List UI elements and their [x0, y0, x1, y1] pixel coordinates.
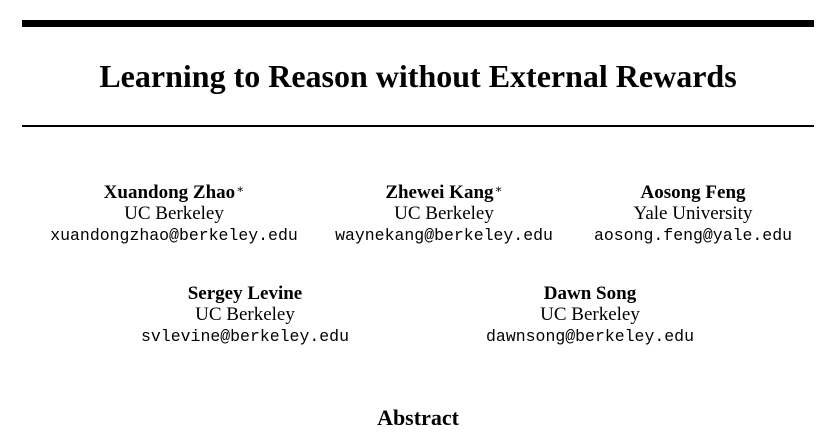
author-affiliation: UC Berkeley	[195, 304, 295, 325]
abstract-heading: Abstract	[377, 405, 459, 430]
author-name: Aosong Feng	[640, 182, 746, 203]
author-block: Dawn Song UC Berkeley dawnsong@berkeley.…	[486, 283, 694, 349]
author-email: aosong.feng@yale.edu	[593, 226, 793, 245]
author-name: Dawn Song	[543, 283, 637, 304]
author-affiliation: UC Berkeley	[540, 304, 640, 325]
author-email: svlevine@berkeley.edu	[141, 327, 349, 346]
author-name: Zhewei Kang∗	[385, 182, 503, 203]
author-block: Sergey Levine UC Berkeley svlevine@berke…	[141, 283, 349, 349]
author-email: xuandongzhao@berkeley.edu	[50, 226, 298, 245]
author-name: Sergey Levine	[187, 283, 303, 304]
equal-contribution-mark: ∗	[236, 182, 245, 196]
title-underline-rule	[22, 125, 814, 127]
top-rule	[22, 20, 814, 27]
author-affiliation: Yale University	[633, 203, 753, 224]
author-block: Zhewei Kang∗ UC Berkeley waynekang@berke…	[335, 182, 553, 248]
paper-title: Learning to Reason without External Rewa…	[99, 58, 737, 94]
author-name: Xuandong Zhao∗	[103, 182, 245, 203]
author-email: dawnsong@berkeley.edu	[486, 327, 694, 346]
author-email: waynekang@berkeley.edu	[335, 226, 553, 245]
author-affiliation: UC Berkeley	[124, 203, 224, 224]
author-affiliation: UC Berkeley	[394, 203, 494, 224]
author-block: Aosong Feng Yale University aosong.feng@…	[594, 182, 792, 248]
author-block: Xuandong Zhao∗ UC Berkeley xuandongzhao@…	[50, 182, 298, 248]
equal-contribution-mark: ∗	[494, 182, 503, 196]
